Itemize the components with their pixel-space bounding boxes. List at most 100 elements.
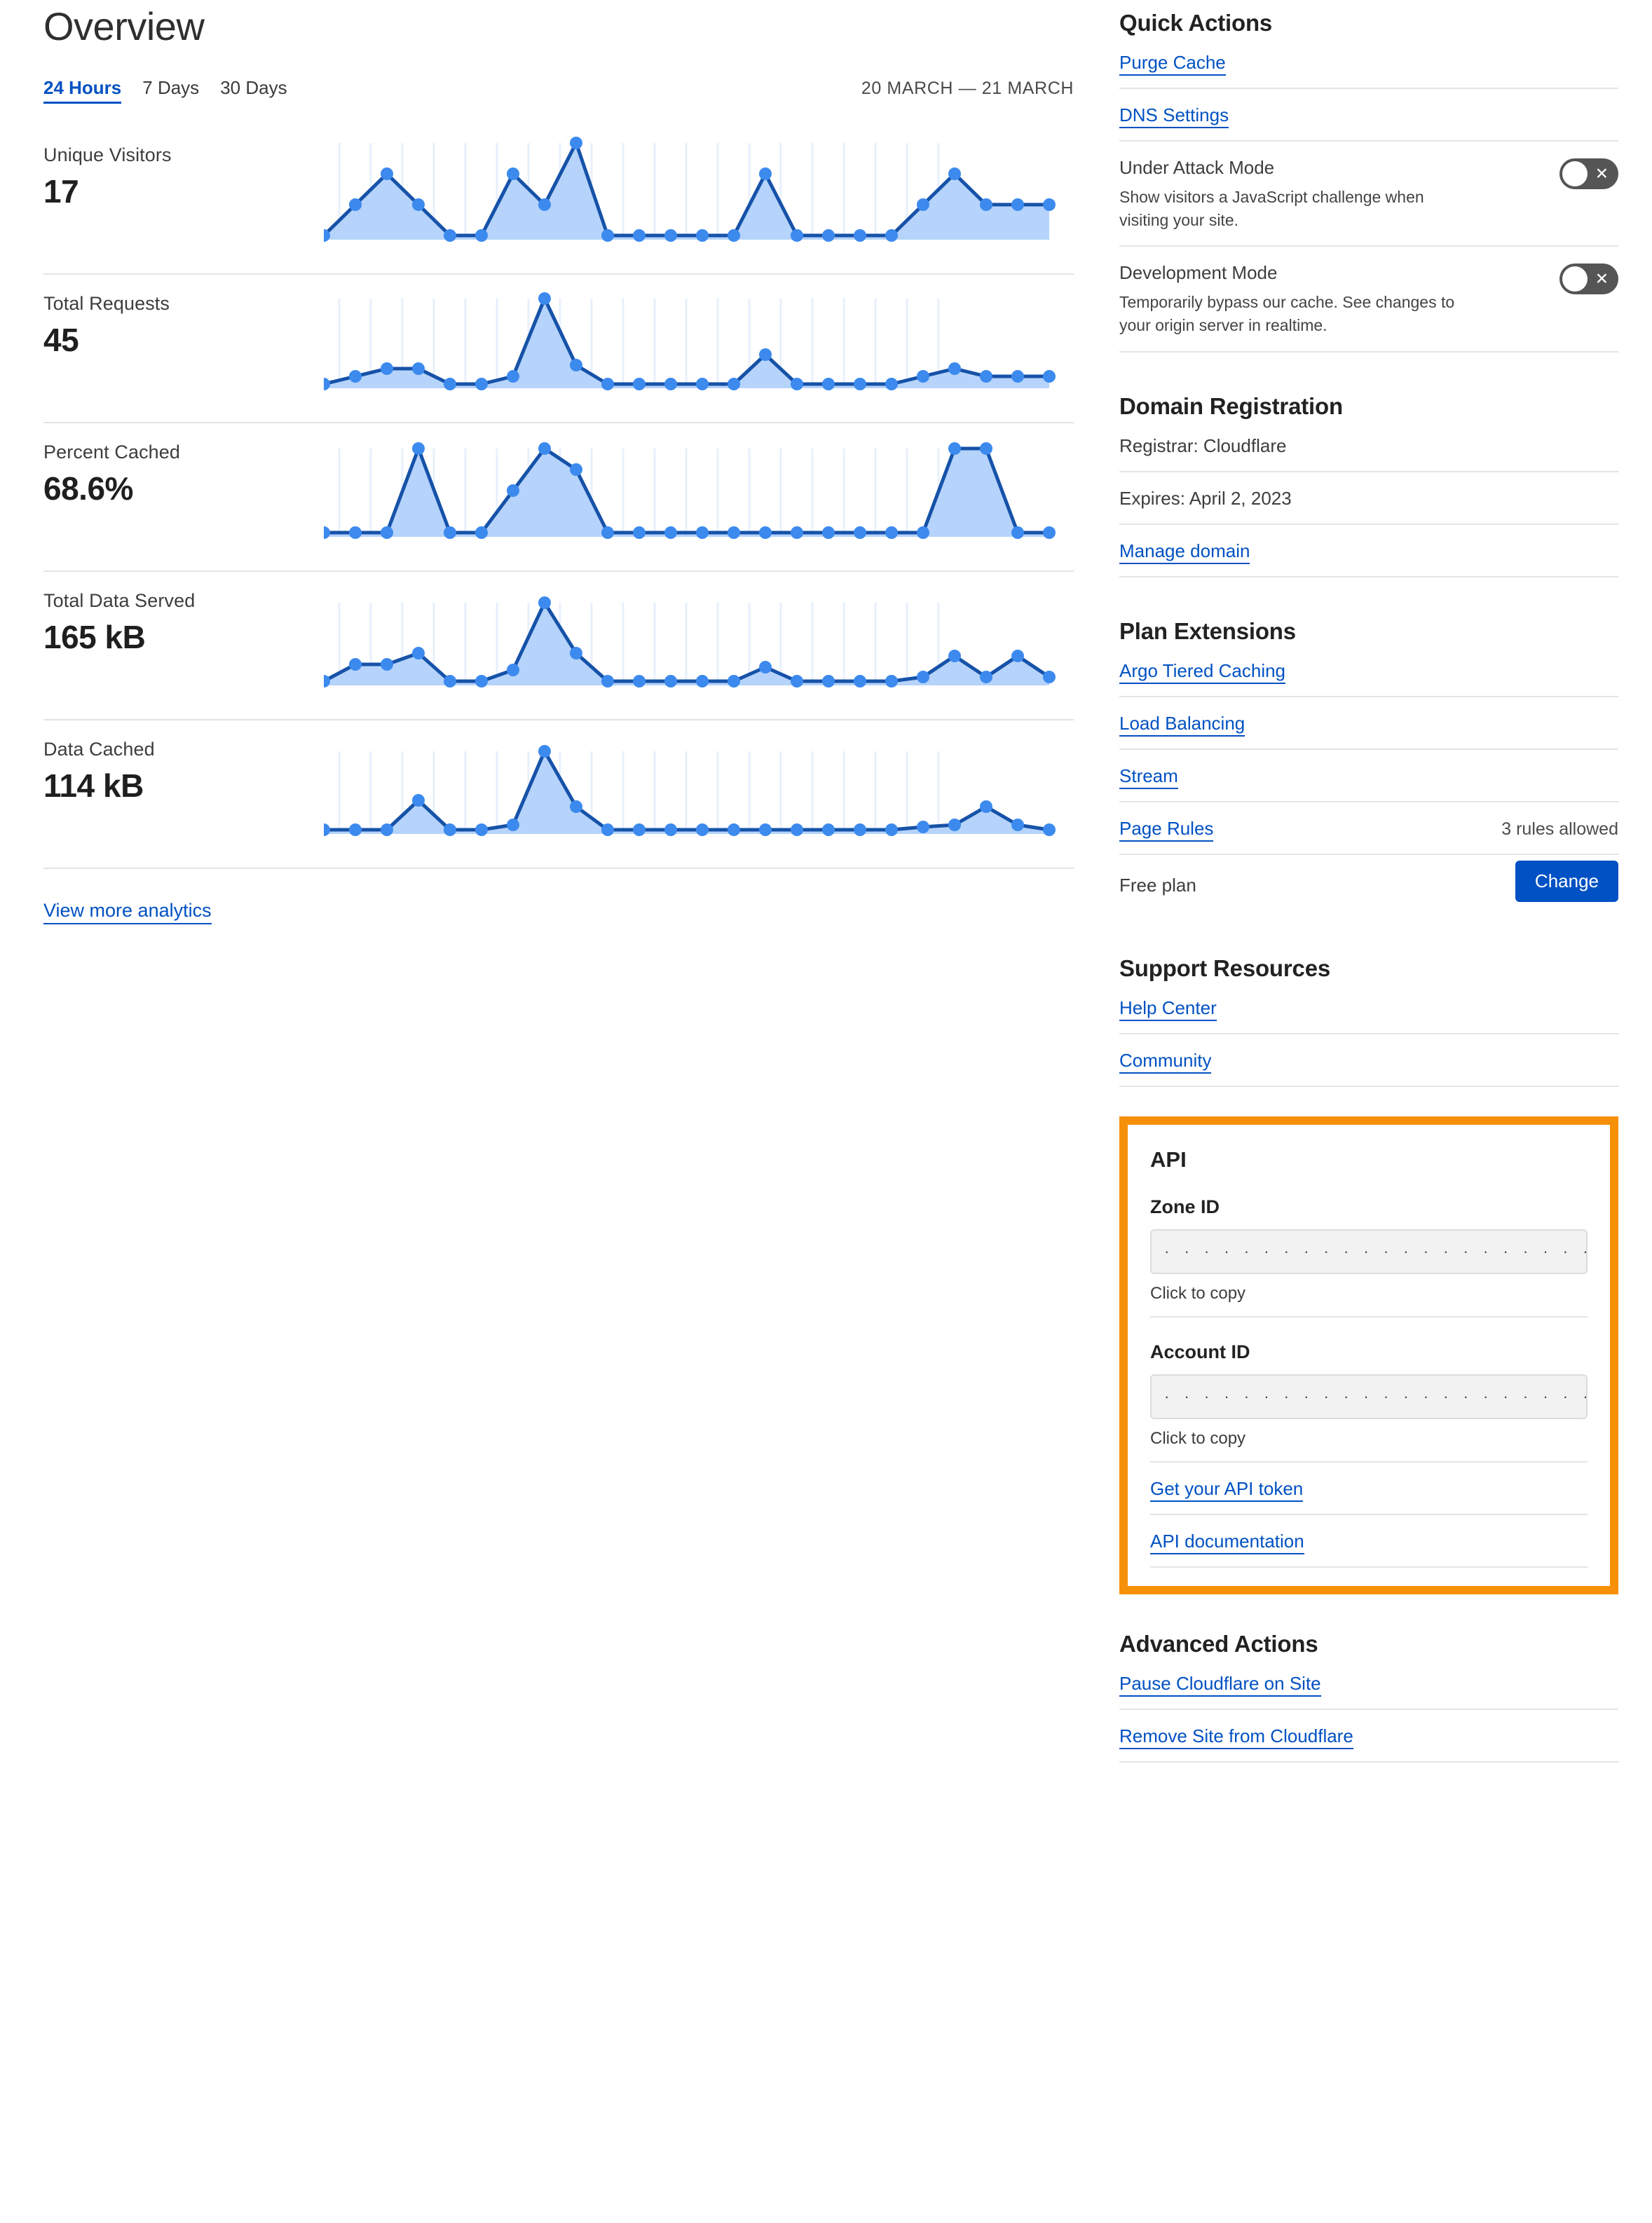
- get-api-token-link[interactable]: Get your API token: [1150, 1477, 1304, 1502]
- row-under-attack-mode: Under Attack Mode Show visitors a JavaSc…: [1119, 142, 1618, 247]
- help-center-link[interactable]: Help Center: [1119, 997, 1217, 1021]
- row-page-rules[interactable]: Page Rules 3 rules allowed: [1119, 802, 1618, 855]
- metric-label: Data Cached: [43, 739, 155, 760]
- metric-label: Percent Cached: [43, 442, 181, 463]
- metric-value: 68.6%: [43, 470, 133, 507]
- community-link[interactable]: Community: [1119, 1049, 1212, 1074]
- metric-label: Total Requests: [43, 293, 170, 314]
- series-points: [324, 596, 1056, 688]
- row-dns-settings[interactable]: DNS Settings: [1119, 89, 1618, 142]
- row-stream[interactable]: Stream: [1119, 750, 1618, 802]
- quick-actions-section: Quick Actions Purge Cache DNS Settings U…: [1119, 0, 1618, 353]
- sparkline-total-data-served: [324, 579, 1074, 699]
- support-resources-section: Support Resources Help Center Community: [1119, 915, 1618, 1087]
- registrar-value: Registrar: Cloudflare: [1119, 435, 1287, 456]
- argo-tiered-caching-link[interactable]: Argo Tiered Caching: [1119, 659, 1286, 684]
- sparkline-unique-visitors: [324, 133, 1074, 254]
- row-api-documentation[interactable]: API documentation: [1150, 1515, 1588, 1568]
- zone-id-copy-hint: Click to copy: [1150, 1284, 1588, 1318]
- development-mode-label: Development Mode: [1119, 262, 1278, 284]
- api-section: API Zone ID · · · · · · · · · · · · · · …: [1119, 1116, 1618, 1594]
- advanced-actions-section: Advanced Actions Pause Cloudflare on Sit…: [1119, 1594, 1618, 1763]
- gridlines: [338, 449, 940, 533]
- plan-extensions-section: Plan Extensions Argo Tiered Caching Load…: [1119, 577, 1618, 915]
- api-documentation-link[interactable]: API documentation: [1150, 1530, 1304, 1554]
- row-plan: Free plan Change: [1119, 855, 1618, 915]
- sparkline-svg: [324, 442, 1056, 539]
- page-rules-allowance: 3 rules allowed: [1501, 819, 1618, 839]
- expires-value: Expires: April 2, 2023: [1119, 487, 1292, 509]
- under-attack-mode-label: Under Attack Mode: [1119, 157, 1275, 178]
- time-range-bar: 24 Hours 7 Days 30 Days 20 MARCH — 21 MA…: [43, 77, 1074, 104]
- manage-domain-link[interactable]: Manage domain: [1119, 540, 1250, 564]
- change-plan-button[interactable]: Change: [1515, 860, 1618, 902]
- quick-actions-title: Quick Actions: [1119, 10, 1273, 36]
- toggle-knob: [1562, 161, 1588, 186]
- toggle-knob: [1562, 266, 1588, 292]
- metric-row: Total Requests 45: [43, 275, 1074, 423]
- zone-id-label: Zone ID: [1150, 1196, 1220, 1217]
- row-purge-cache[interactable]: Purge Cache: [1119, 36, 1618, 89]
- series-points: [324, 442, 1056, 539]
- sparkline-svg: [324, 596, 1056, 688]
- metric-label: Unique Visitors: [43, 144, 172, 165]
- api-title: API: [1150, 1147, 1187, 1172]
- series-area: [324, 446, 1051, 537]
- account-id-label: Account ID: [1150, 1341, 1250, 1362]
- remove-site-link[interactable]: Remove Site from Cloudflare: [1119, 1725, 1353, 1749]
- series-area: [324, 141, 1051, 240]
- metric-value: 165 kB: [43, 619, 146, 655]
- sparkline-percent-cached: [324, 430, 1074, 551]
- tab-30-days[interactable]: 30 Days: [220, 77, 287, 98]
- advanced-actions-title: Advanced Actions: [1119, 1630, 1318, 1657]
- domain-registration-title: Domain Registration: [1119, 392, 1343, 419]
- sidebar-column: Quick Actions Purge Cache DNS Settings U…: [1119, 0, 1618, 1763]
- row-api-token[interactable]: Get your API token: [1150, 1463, 1588, 1515]
- domain-registration-section: Domain Registration Registrar: Cloudflar…: [1119, 353, 1618, 577]
- sparkline-total-requests: [324, 282, 1074, 402]
- load-balancing-link[interactable]: Load Balancing: [1119, 712, 1245, 737]
- pause-cloudflare-link[interactable]: Pause Cloudflare on Site: [1119, 1672, 1321, 1697]
- toggle-off-icon: ✕: [1595, 269, 1609, 288]
- row-manage-domain[interactable]: Manage domain: [1119, 525, 1618, 577]
- account-id-copy-hint: Click to copy: [1150, 1429, 1588, 1463]
- development-mode-description: Temporarily bypass our cache. See change…: [1119, 293, 1455, 334]
- purge-cache-link[interactable]: Purge Cache: [1119, 52, 1226, 76]
- series-points: [324, 745, 1056, 836]
- metric-row: Unique Visitors 17: [43, 126, 1074, 275]
- row-load-balancing[interactable]: Load Balancing: [1119, 697, 1618, 750]
- sparkline-svg: [324, 137, 1056, 242]
- tab-24-hours[interactable]: 24 Hours: [43, 77, 122, 104]
- metric-row: Total Data Served 165 kB: [43, 572, 1074, 720]
- plan-extensions-title: Plan Extensions: [1119, 617, 1296, 644]
- sparkline-data-cached: [324, 727, 1074, 848]
- development-mode-toggle[interactable]: ✕: [1559, 264, 1618, 295]
- view-more-analytics-link[interactable]: View more analytics: [43, 900, 212, 924]
- row-remove-site[interactable]: Remove Site from Cloudflare: [1119, 1710, 1618, 1763]
- under-attack-mode-toggle[interactable]: ✕: [1559, 158, 1618, 189]
- sparkline-svg: [324, 745, 1056, 836]
- row-help-center[interactable]: Help Center: [1119, 982, 1618, 1034]
- metric-value: 17: [43, 173, 79, 210]
- account-id-field[interactable]: · · · · · · · · · · · · · · · · · · · · …: [1150, 1374, 1588, 1419]
- view-more-wrap: View more analytics: [43, 900, 1074, 924]
- gridlines: [338, 299, 940, 384]
- row-pause-cloudflare[interactable]: Pause Cloudflare on Site: [1119, 1657, 1618, 1710]
- row-development-mode: Development Mode Temporarily bypass our …: [1119, 247, 1618, 353]
- time-range-tabs: 24 Hours 7 Days 30 Days: [43, 77, 1074, 104]
- row-registrar: Registrar: Cloudflare: [1119, 420, 1618, 472]
- support-resources-title: Support Resources: [1119, 955, 1330, 981]
- row-argo-tiered-caching[interactable]: Argo Tiered Caching: [1119, 645, 1618, 697]
- row-community[interactable]: Community: [1119, 1034, 1618, 1087]
- metric-row: Percent Cached 68.6%: [43, 423, 1074, 572]
- tab-7-days[interactable]: 7 Days: [142, 77, 200, 98]
- page-rules-link[interactable]: Page Rules: [1119, 817, 1214, 842]
- metric-label: Total Data Served: [43, 590, 196, 611]
- dns-settings-link[interactable]: DNS Settings: [1119, 104, 1229, 128]
- row-expires: Expires: April 2, 2023: [1119, 472, 1618, 525]
- zone-id-field[interactable]: · · · · · · · · · · · · · · · · · · · · …: [1150, 1229, 1588, 1274]
- metric-list: Unique Visitors 17: [43, 126, 1074, 869]
- stream-link[interactable]: Stream: [1119, 765, 1178, 789]
- plan-name: Free plan: [1119, 874, 1196, 896]
